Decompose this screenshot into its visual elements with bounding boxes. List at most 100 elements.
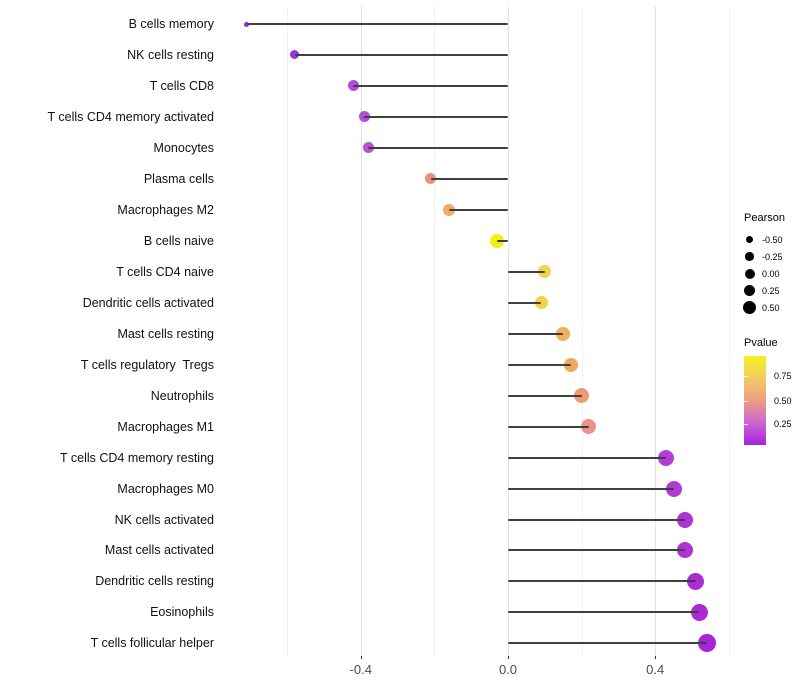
category-label: T cells follicular helper <box>90 636 214 651</box>
legend-size-key <box>742 252 757 261</box>
lollipop-point <box>556 326 571 341</box>
category-label: Dendritic cells activated <box>82 295 214 310</box>
lollipop-point <box>697 634 716 653</box>
lollipop-point <box>676 542 693 559</box>
lollipop-point <box>563 357 578 372</box>
x-axis-tick <box>508 656 509 659</box>
gridline-minor <box>581 6 583 656</box>
lollipop-point <box>534 296 548 310</box>
category-label: Neutrophils <box>150 388 214 403</box>
lollipop-point <box>538 265 552 279</box>
legend-pearson: Pearson -0.50 -0.25 0.00 0.25 0.50 <box>742 212 800 316</box>
gridline-minor <box>728 6 730 656</box>
category-label: T cells CD8 <box>149 78 214 93</box>
category-label: T cells CD4 memory activated <box>47 109 215 124</box>
legend-size-entry: -0.50 <box>742 231 800 248</box>
gridline-major <box>655 6 657 656</box>
category-label: Macrophages M0 <box>117 481 214 496</box>
gridline-major <box>508 6 509 656</box>
category-label: Monocytes <box>153 140 214 155</box>
lollipop-stem <box>508 518 685 521</box>
lollipop-point <box>574 388 590 404</box>
lollipop-stem <box>508 642 707 645</box>
x-axis-tick-label: 0.4 <box>646 662 665 677</box>
category-label: Mast cells activated <box>104 543 214 558</box>
legend-size-label: -0.50 <box>762 234 783 245</box>
lollipop-point <box>690 603 708 621</box>
colorbar-tick-label: 0.75 <box>774 371 792 382</box>
gridline-minor <box>287 6 289 656</box>
legend-size-entry: 0.00 <box>742 265 800 282</box>
legend-pvalue-title: Pvalue <box>744 337 778 349</box>
legend-size-dot-icon <box>743 284 756 297</box>
lollipop-point <box>687 572 705 590</box>
legend-size-dot-icon <box>745 252 754 261</box>
lollipop-point <box>658 449 675 466</box>
legend-pvalue: Pvalue 0.75 0.50 0.25 <box>742 337 792 445</box>
lollipop-stem <box>449 208 508 211</box>
lollipop-stem <box>508 456 667 459</box>
legend-size-label: 0.25 <box>762 285 780 296</box>
legend-pearson-entries: -0.50 -0.25 0.00 0.25 0.50 <box>742 231 800 316</box>
category-label: NK cells resting <box>127 47 214 62</box>
pvalue-colorbar <box>744 356 766 445</box>
legend-pearson-title: Pearson <box>744 212 785 224</box>
lollipop-stem <box>508 549 685 552</box>
legend-size-label: 0.50 <box>762 302 780 313</box>
lollipop-stem <box>508 611 700 614</box>
lollipop-stem <box>508 301 542 304</box>
category-label: T cells CD4 naive <box>116 264 214 279</box>
lollipop-point <box>676 511 693 528</box>
category-label: B cells memory <box>128 17 214 31</box>
lollipop-stem <box>508 487 674 490</box>
lollipop-stem <box>368 146 508 149</box>
category-label: T cells regulatory Tregs <box>80 357 214 372</box>
legend-size-key <box>742 284 757 297</box>
lollipop-stem <box>508 332 564 335</box>
legend-size-key <box>742 268 757 279</box>
x-axis-tick-label: -0.4 <box>349 662 372 677</box>
category-label: Mast cells resting <box>117 326 214 341</box>
colorbar-tick-label: 0.25 <box>774 418 792 429</box>
category-label: Macrophages M2 <box>117 202 214 217</box>
legend-size-entry: 0.50 <box>742 299 800 316</box>
legend-size-dot-icon <box>743 301 756 314</box>
lollipop-stem <box>508 425 589 428</box>
lollipop-stem <box>294 53 508 56</box>
legend-size-key <box>742 236 757 243</box>
x-axis-tick-label: 0.0 <box>498 662 518 677</box>
category-label: Eosinophils <box>150 605 214 620</box>
legend-size-dot-icon <box>744 268 755 279</box>
plot-panel <box>221 6 731 656</box>
legend-size-key <box>742 301 757 314</box>
lollipop-stem <box>496 239 508 242</box>
gridline-minor <box>434 6 436 656</box>
category-label: Macrophages M1 <box>117 419 214 434</box>
lollipop-stem <box>430 177 508 180</box>
lollipop-point <box>581 419 597 435</box>
legend-size-entry: -0.25 <box>742 248 800 265</box>
lollipop-stem <box>508 363 571 366</box>
lollipop-stem <box>364 115 508 118</box>
lollipop-stem <box>508 270 545 273</box>
lollipop-stem <box>353 84 508 87</box>
colorbar-tick <box>744 401 748 403</box>
colorbar-tick <box>744 423 748 425</box>
lollipop-stem <box>508 394 582 397</box>
colorbar-tick <box>744 376 748 378</box>
category-label: B cells naive <box>143 233 214 248</box>
category-label: Plasma cells <box>143 171 214 186</box>
x-axis-tick <box>360 656 362 659</box>
gridline-major <box>360 6 362 656</box>
x-axis-tick <box>655 656 657 659</box>
legend-size-label: -0.25 <box>762 251 783 262</box>
legend-size-dot-icon <box>746 236 753 243</box>
lollipop-stem <box>246 23 508 25</box>
category-label: NK cells activated <box>114 512 214 527</box>
colorbar-tick-label: 0.50 <box>774 396 792 407</box>
legend-size-label: 0.00 <box>762 268 780 279</box>
category-label: Dendritic cells resting <box>95 574 214 589</box>
lollipop-stem <box>508 580 696 583</box>
legend-size-entry: 0.25 <box>742 282 800 299</box>
